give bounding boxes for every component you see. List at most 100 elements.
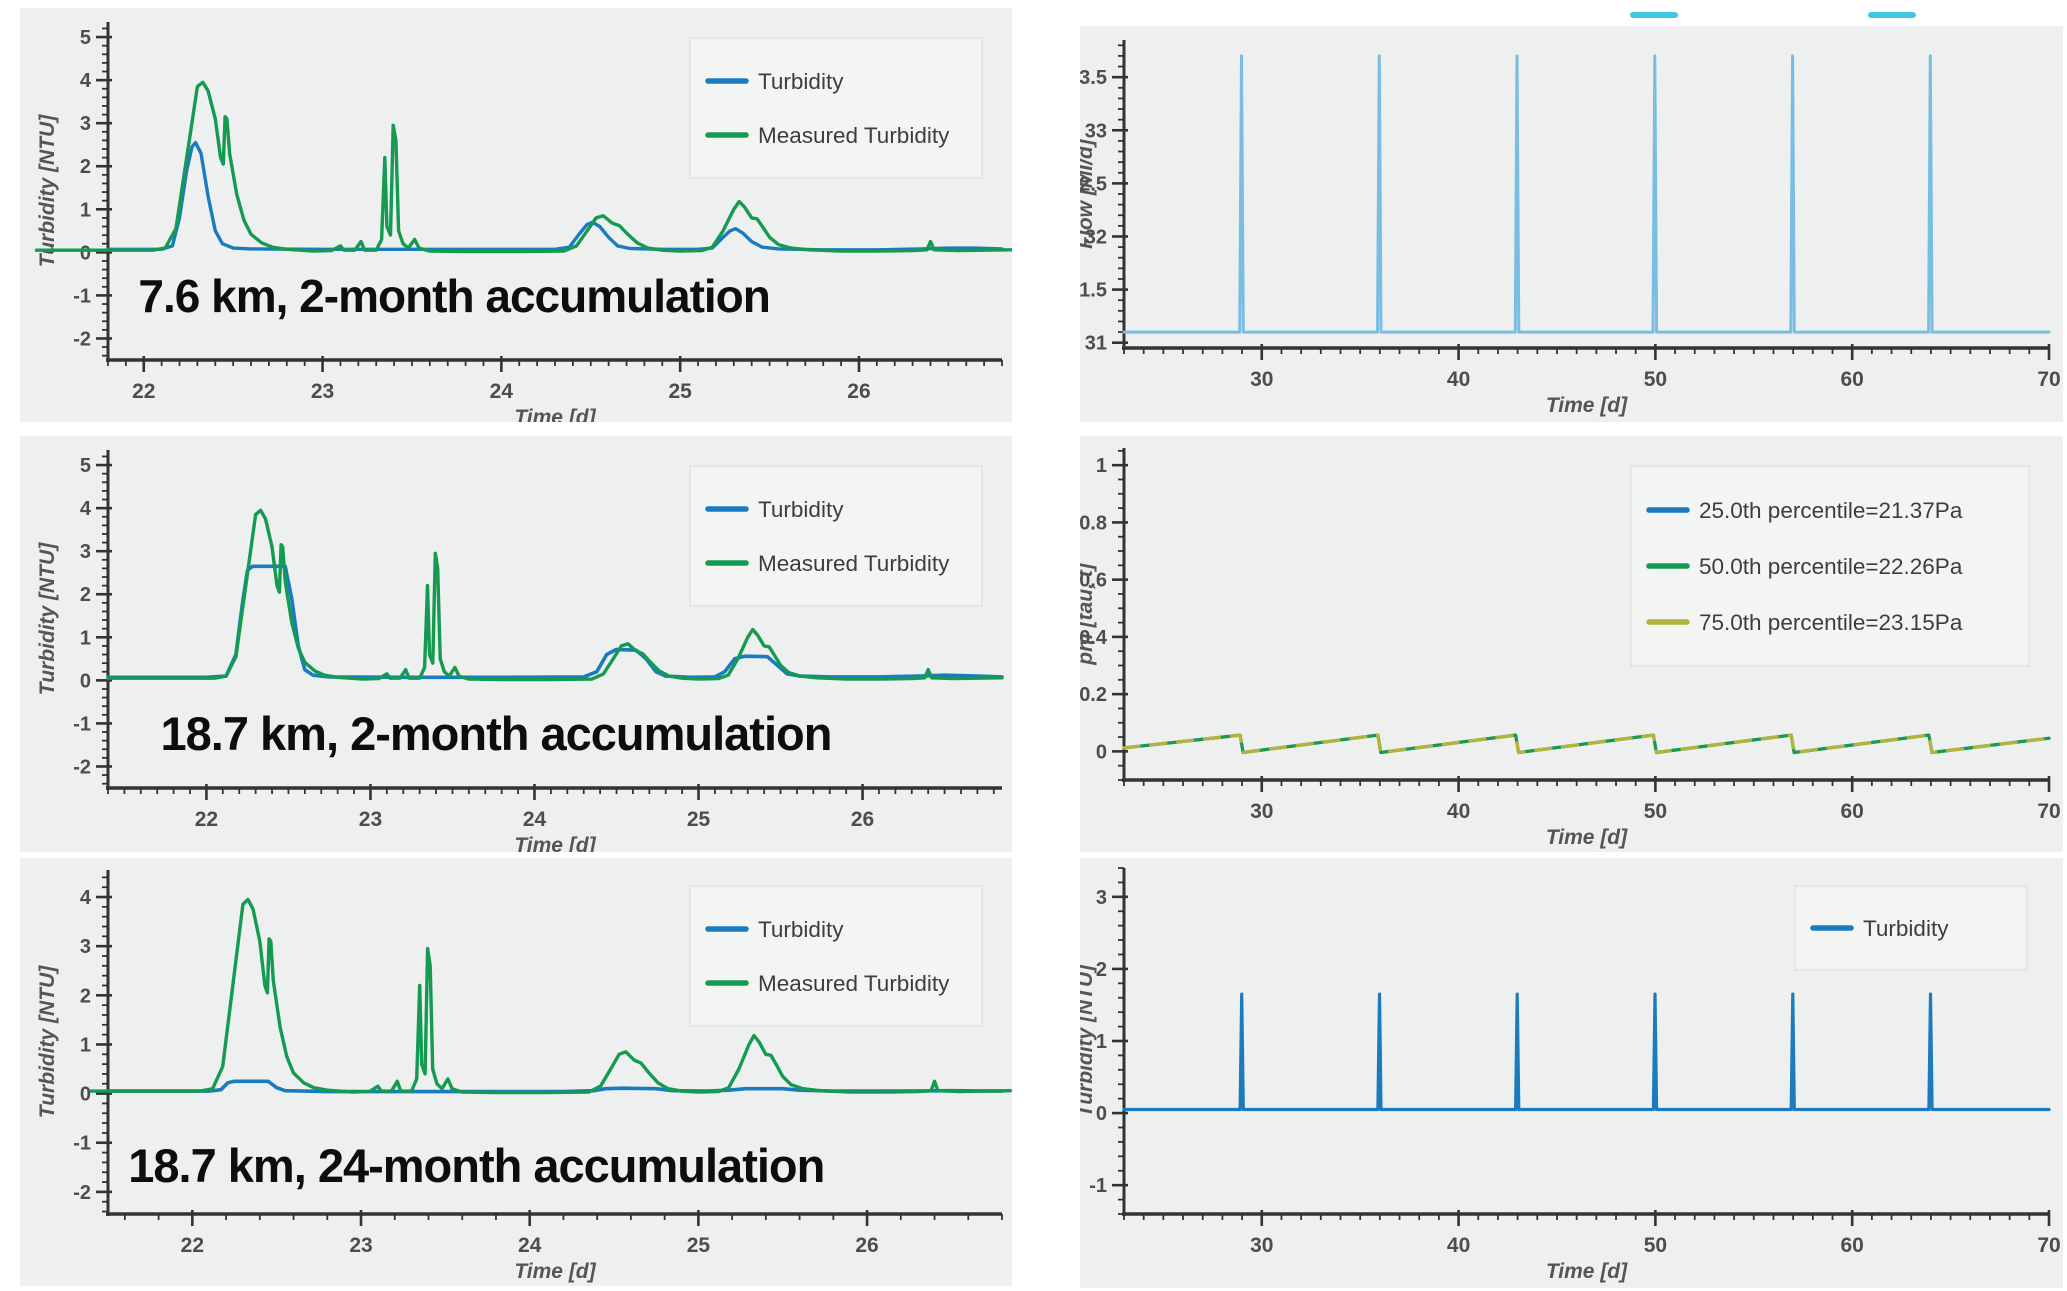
svg-text:4: 4 [80, 887, 92, 909]
svg-text:70: 70 [2037, 368, 2060, 391]
svg-text:3: 3 [80, 541, 91, 563]
chart-panel-turbidity-18-7km-24month: 22 23 24 25 26 4 3 2 1 0 -1 -2 Time [d] Turbidity [NT… [20, 858, 1012, 1286]
svg-text:31.5: 31.5 [1080, 280, 1107, 302]
x-axis-label: Time [d] [1546, 826, 1628, 849]
svg-text:23: 23 [311, 380, 334, 403]
cropped-legend-dash [1630, 12, 1678, 18]
svg-text:-1: -1 [73, 713, 91, 735]
svg-text:50: 50 [1644, 368, 1667, 391]
legend-label: Measured Turbidity [758, 123, 950, 148]
svg-text:0.2: 0.2 [1080, 684, 1107, 706]
svg-text:-2: -2 [73, 756, 91, 778]
legend-label: 75.0th percentile=23.15Pa [1699, 610, 1963, 635]
svg-text:2: 2 [80, 156, 91, 178]
svg-text:1: 1 [80, 199, 91, 221]
svg-text:32.5: 32.5 [1080, 173, 1107, 195]
series-line [106, 508, 1004, 682]
chart-panel-turbidity-right: 30 40 50 60 70 3 2 1 0 -1 Time [d] Turbidity [NTU] T… [1080, 858, 2063, 1288]
svg-text:3: 3 [1096, 887, 1107, 909]
chart-panel-turbidity-18-7km-2month: 22 23 24 25 26 5 4 3 2 1 0 -1 -2 Time [d] Turbidity [N… [20, 436, 1012, 852]
series-line [1122, 992, 2051, 1112]
chart-panel-phi-percentiles: 30 40 50 60 70 0 0.2 0.4 0.6 0.8 1 Time [d] phi [tau… [1080, 436, 2063, 852]
legend-box [689, 885, 983, 1027]
svg-text:0.8: 0.8 [1080, 512, 1107, 534]
svg-text:26: 26 [855, 1234, 878, 1257]
svg-text:24: 24 [490, 380, 514, 403]
svg-text:26: 26 [847, 380, 870, 403]
svg-text:1: 1 [80, 627, 91, 649]
svg-text:40: 40 [1447, 1234, 1470, 1257]
series-line [89, 897, 1012, 1095]
svg-text:22: 22 [195, 808, 218, 831]
svg-text:0: 0 [1096, 741, 1107, 763]
annotation-text: 18.7 km, 24-month accumulation [128, 1139, 824, 1192]
y-axis-label: Turbidity [NTU] [1080, 964, 1097, 1117]
svg-text:2: 2 [80, 584, 91, 606]
svg-text:4: 4 [80, 70, 92, 92]
svg-text:60: 60 [1841, 800, 1864, 823]
svg-text:0: 0 [80, 1084, 91, 1106]
svg-text:25: 25 [687, 808, 711, 831]
svg-text:0: 0 [1096, 1103, 1107, 1125]
svg-text:1: 1 [1096, 1031, 1107, 1053]
svg-text:-1: -1 [73, 285, 91, 307]
svg-text:33.5: 33.5 [1080, 67, 1107, 89]
annotation-text: 18.7 km, 2-month accumulation [160, 707, 831, 760]
svg-text:24: 24 [518, 1234, 542, 1257]
svg-text:25: 25 [668, 380, 692, 403]
svg-text:-2: -2 [73, 1182, 91, 1204]
annotation-text: 7.6 km, 2-month accumulation [138, 270, 769, 322]
svg-text:5: 5 [80, 455, 91, 477]
x-axis-label: Time [d] [514, 406, 596, 422]
y-axis-label: Turbidity [NTU] [36, 542, 59, 695]
svg-text:0: 0 [80, 242, 91, 264]
y-axis-label: Turbidity [NTU] [36, 965, 59, 1118]
legend-label: Turbidity [758, 497, 844, 522]
svg-text:33: 33 [1085, 120, 1107, 142]
svg-text:4: 4 [80, 498, 92, 520]
svg-text:23: 23 [349, 1234, 372, 1257]
legend-label: Turbidity [758, 917, 844, 942]
svg-text:22: 22 [181, 1234, 204, 1257]
svg-text:0.6: 0.6 [1080, 570, 1107, 592]
svg-text:23: 23 [359, 808, 382, 831]
y-axis-label: Flow [Ml/d] [1080, 138, 1097, 249]
svg-text:2: 2 [80, 985, 91, 1007]
x-axis-label: Time [d] [1546, 394, 1628, 417]
series-line [106, 1079, 1004, 1094]
svg-text:26: 26 [851, 808, 874, 831]
svg-text:1: 1 [1096, 455, 1107, 477]
svg-text:70: 70 [2037, 1234, 2060, 1257]
x-axis-label: Time [d] [514, 834, 596, 852]
legend-label: 50.0th percentile=22.26Pa [1699, 554, 1963, 579]
svg-text:3: 3 [80, 113, 91, 135]
svg-text:70: 70 [2037, 800, 2060, 823]
svg-text:3: 3 [80, 936, 91, 958]
legend-box [1630, 465, 2030, 667]
x-axis-label: Time [d] [1546, 1260, 1628, 1283]
svg-text:22: 22 [132, 380, 155, 403]
cropped-legend-dash [1868, 12, 1916, 18]
legend-label: 25.0th percentile=21.37Pa [1699, 498, 1963, 523]
svg-text:-1: -1 [73, 1133, 91, 1155]
legend-label: Measured Turbidity [758, 551, 950, 576]
legend-label: Turbidity [758, 69, 844, 94]
svg-text:0: 0 [80, 670, 91, 692]
svg-text:-2: -2 [73, 328, 91, 350]
svg-text:2: 2 [1096, 959, 1107, 981]
svg-text:30: 30 [1250, 1234, 1273, 1257]
chart-panel-flow: 30 40 50 60 70 31 31.5 32 32.5 33 33.5 Time [d] Flow… [1080, 26, 2063, 422]
svg-text:1: 1 [80, 1034, 91, 1056]
svg-text:32: 32 [1085, 226, 1107, 248]
x-axis-label: Time [d] [514, 1260, 596, 1283]
series-line [1122, 733, 2051, 755]
svg-text:24: 24 [523, 808, 547, 831]
y-axis-label: Turbidity [NTU] [36, 114, 59, 267]
svg-text:40: 40 [1447, 800, 1470, 823]
svg-text:60: 60 [1841, 1234, 1864, 1257]
series-line [34, 80, 1012, 254]
svg-text:50: 50 [1644, 1234, 1667, 1257]
svg-text:60: 60 [1841, 368, 1864, 391]
legend-box [689, 465, 983, 607]
